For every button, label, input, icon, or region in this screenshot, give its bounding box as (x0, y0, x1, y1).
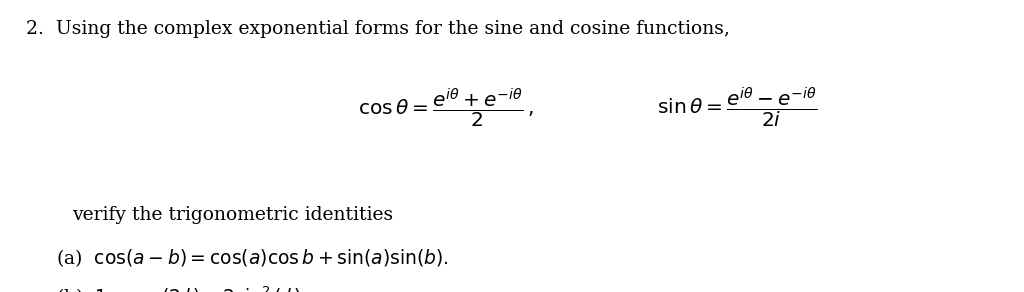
Text: (a)  $\cos(a - b) = \cos(a)\cos b + \sin(a)\sin(b).$: (a) $\cos(a - b) = \cos(a)\cos b + \sin(… (56, 247, 450, 269)
Text: 2.  Using the complex exponential forms for the sine and cosine functions,: 2. Using the complex exponential forms f… (26, 20, 729, 39)
Text: $\cos\theta = \dfrac{e^{i\theta} + e^{-i\theta}}{2}\,,$: $\cos\theta = \dfrac{e^{i\theta} + e^{-i… (357, 86, 534, 130)
Text: verify the trigonometric identities: verify the trigonometric identities (72, 206, 393, 224)
Text: (b)  $1 - \cos(2\phi) = 2\sin^2(\phi).$: (b) $1 - \cos(2\phi) = 2\sin^2(\phi).$ (56, 285, 307, 292)
Text: $\sin\theta = \dfrac{e^{i\theta} - e^{-i\theta}}{2i}$: $\sin\theta = \dfrac{e^{i\theta} - e^{-i… (657, 86, 817, 130)
